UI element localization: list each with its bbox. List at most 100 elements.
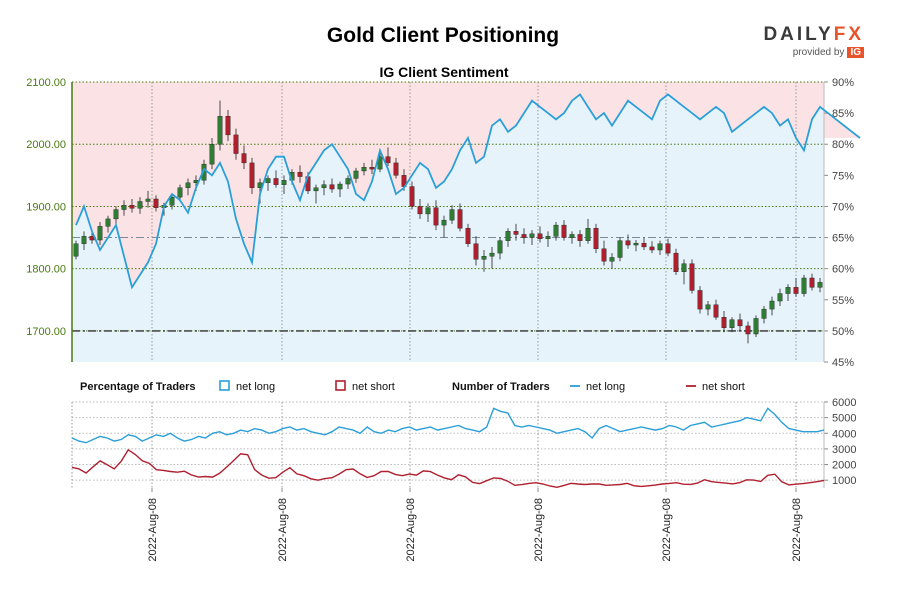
brand-name-b: FX bbox=[833, 24, 864, 45]
legend-net-long-swatch bbox=[219, 380, 230, 391]
legend-net-long-label: net long bbox=[236, 381, 275, 393]
candle-body bbox=[129, 204, 135, 209]
candle-body bbox=[569, 234, 575, 238]
candle-body bbox=[585, 228, 591, 241]
candle-body bbox=[233, 134, 239, 154]
date-tick-label: 2022-Aug-08 bbox=[661, 498, 673, 562]
candle-body bbox=[137, 201, 143, 209]
sentiment-tick-label: 55% bbox=[832, 295, 854, 307]
candle-body bbox=[561, 224, 567, 238]
candle-body bbox=[785, 287, 791, 294]
count-tick-label: 3000 bbox=[832, 444, 856, 456]
candle-body bbox=[617, 240, 623, 258]
candle-body bbox=[73, 243, 79, 257]
candle-body bbox=[105, 218, 111, 227]
sentiment-tick-label: 70% bbox=[832, 201, 854, 213]
candle-body bbox=[169, 196, 175, 206]
date-tick-label: 2022-Aug-08 bbox=[147, 498, 159, 562]
candle-body bbox=[753, 318, 759, 335]
candle-body bbox=[489, 252, 495, 257]
candle-body bbox=[801, 277, 807, 294]
chart-subtitle: IG Client Sentiment bbox=[379, 64, 508, 80]
net-long-count-line bbox=[71, 407, 825, 444]
count-tick-label: 1000 bbox=[832, 475, 856, 487]
dailyfx-logo: DAILYFX provided by IG bbox=[763, 24, 864, 58]
traders-panel: 6000 5000 4000 3000 2000 1000 2022-Aug-08 2022-… bbox=[71, 397, 856, 562]
candle-body bbox=[537, 233, 543, 239]
candle-body bbox=[425, 207, 431, 215]
candle-body bbox=[449, 209, 455, 221]
candle-body bbox=[633, 242, 639, 246]
candle-body bbox=[697, 290, 703, 310]
candle-body bbox=[217, 116, 223, 145]
candle-body bbox=[185, 182, 191, 188]
candle-body bbox=[409, 186, 415, 207]
candle-body bbox=[657, 243, 663, 251]
candle-body bbox=[481, 256, 487, 260]
sentiment-tick-label: 80% bbox=[832, 139, 854, 151]
candle-body bbox=[337, 183, 343, 190]
candle-body bbox=[817, 282, 823, 288]
candle-body bbox=[521, 234, 527, 238]
date-tick-label: 2022-Aug-08 bbox=[533, 498, 545, 562]
candle-body bbox=[545, 236, 551, 240]
brand-name-a: DAILY bbox=[763, 24, 834, 45]
candle-body bbox=[673, 252, 679, 272]
candle-body bbox=[225, 116, 231, 136]
candle-body bbox=[177, 187, 183, 198]
candle-body bbox=[689, 263, 695, 291]
candle-body bbox=[473, 243, 479, 260]
candle-body bbox=[745, 325, 751, 335]
candle-body bbox=[329, 184, 335, 190]
candle-body bbox=[649, 246, 655, 251]
legend: Percentage of Traders net long net short Nu… bbox=[80, 380, 745, 393]
ig-logo: IG bbox=[847, 47, 864, 58]
candle-body bbox=[273, 178, 279, 185]
candle-body bbox=[497, 240, 503, 254]
candle-body bbox=[457, 209, 463, 229]
candle-body bbox=[665, 243, 671, 254]
price-sentiment-panel: 2100.00 2000.00 1900.00 1800.00 1700.00 90% 85… bbox=[26, 77, 861, 369]
date-tick-label: 2022-Aug-08 bbox=[791, 498, 803, 562]
candle-body bbox=[369, 167, 375, 170]
candle-body bbox=[513, 231, 519, 235]
candle-body bbox=[145, 198, 151, 202]
candle-body bbox=[81, 236, 87, 244]
candle-body bbox=[729, 319, 735, 328]
short-zone bbox=[72, 82, 860, 288]
candle-body bbox=[809, 277, 815, 288]
candle-body bbox=[609, 257, 615, 262]
candle-body bbox=[97, 226, 103, 241]
candle-body bbox=[593, 228, 599, 249]
candle-body bbox=[249, 162, 255, 188]
count-tick-label: 2000 bbox=[832, 460, 856, 472]
price-tick-label: 2000.00 bbox=[26, 139, 66, 151]
sentiment-tick-label: 60% bbox=[832, 264, 854, 276]
sentiment-tick-label: 90% bbox=[832, 77, 854, 89]
candle-body bbox=[153, 198, 159, 208]
legend-percentage-title: Percentage of Traders bbox=[80, 381, 196, 393]
price-tick-label: 2100.00 bbox=[26, 77, 66, 89]
candle-body bbox=[377, 156, 383, 170]
candle-body bbox=[313, 187, 319, 192]
sentiment-tick-label: 85% bbox=[832, 108, 854, 120]
sentiment-tick-label: 65% bbox=[832, 233, 854, 245]
legend-net-short-label: net short bbox=[352, 381, 395, 393]
candle-body bbox=[265, 178, 271, 183]
candle-body bbox=[385, 156, 391, 164]
legend-count-short-label: net short bbox=[702, 381, 745, 393]
count-tick-label: 5000 bbox=[832, 413, 856, 425]
candle-body bbox=[281, 180, 287, 185]
net-long-percentage-line bbox=[75, 93, 861, 290]
price-tick-label: 1700.00 bbox=[26, 326, 66, 338]
candle-body bbox=[417, 206, 423, 215]
candle-body bbox=[345, 178, 351, 185]
candle-body bbox=[393, 162, 399, 176]
candle-body bbox=[793, 287, 799, 294]
long-zone-lower bbox=[72, 330, 824, 362]
candle-body bbox=[625, 240, 631, 246]
candle-body bbox=[553, 224, 559, 237]
candle-body bbox=[577, 234, 583, 241]
candle-body bbox=[361, 167, 367, 172]
